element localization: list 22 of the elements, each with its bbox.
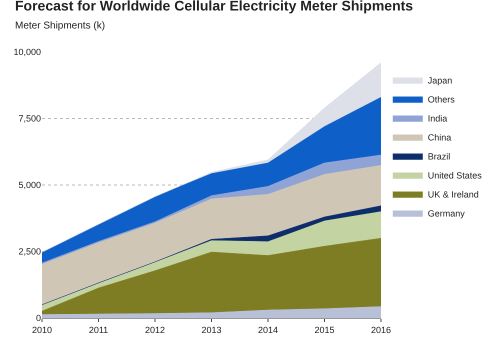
x-tick-label: 2016 <box>370 324 392 335</box>
legend-label: China <box>428 132 452 142</box>
y-tick-label: 2,500 <box>18 246 41 257</box>
chart-title: Forecast for Worldwide Cellular Electricity Meter Shipments <box>15 0 414 14</box>
legend-label: Germany <box>428 208 466 218</box>
x-tick-label: 2011 <box>88 324 108 335</box>
y-tick-label: 7,500 <box>18 114 41 124</box>
legend-label: Japan <box>428 75 452 86</box>
x-tick-label: 2014 <box>258 324 278 335</box>
y-tick-label: 0 <box>36 313 41 324</box>
legend-label: Brazil <box>428 151 450 162</box>
legend-label: United States <box>428 170 482 180</box>
x-tick-label: 2015 <box>314 324 335 335</box>
x-tick-label: 2013 <box>201 324 222 335</box>
chart-subtitle: Meter Shipments (k) <box>15 20 106 32</box>
legend-label: UK & Ireland <box>428 189 479 200</box>
x-tick-label: 2010 <box>32 324 52 335</box>
legend-label: Others <box>428 94 456 104</box>
y-tick-label: 10,000 <box>13 47 41 58</box>
x-tick-label: 2012 <box>144 324 166 335</box>
legend-label: India <box>428 113 448 124</box>
y-tick-label: 5,000 <box>18 180 41 190</box>
